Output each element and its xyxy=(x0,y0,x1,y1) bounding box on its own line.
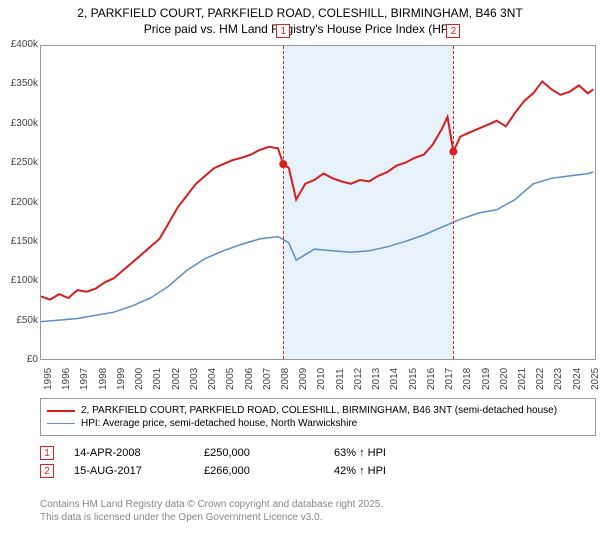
x-tick-label: 2018 xyxy=(462,368,467,390)
x-tick-label: 2023 xyxy=(553,368,558,390)
x-tick-label: 2022 xyxy=(535,368,540,390)
y-tick-label: £350k xyxy=(0,78,38,89)
sale-marker-box: 1 xyxy=(276,24,290,38)
x-tick-label: 2016 xyxy=(426,368,431,390)
legend-text: HPI: Average price, semi-detached house,… xyxy=(81,418,357,429)
y-tick-label: £150k xyxy=(0,236,38,247)
x-tick-label: 2013 xyxy=(371,368,376,390)
sale-marker-box: 2 xyxy=(446,24,460,38)
sale-marker-box: 2 xyxy=(40,464,54,478)
x-tick-label: 1996 xyxy=(61,368,66,390)
x-tick-label: 2019 xyxy=(481,368,486,390)
sales-table: 1 14-APR-2008£250,00063% ↑ HPI 2 15-AUG-201… xyxy=(40,442,464,482)
y-tick-label: £200k xyxy=(0,197,38,208)
x-tick-label: 1995 xyxy=(43,368,48,390)
sale-delta: 63% ↑ HPI xyxy=(334,447,464,459)
x-tick-label: 2017 xyxy=(444,368,449,390)
footer-line1: Contains HM Land Registry data © Crown c… xyxy=(40,498,383,511)
y-tick-label: £100k xyxy=(0,275,38,286)
chart-legend: 2, PARKFIELD COURT, PARKFIELD ROAD, COLE… xyxy=(40,398,596,436)
x-tick-label: 2000 xyxy=(134,368,139,390)
x-tick-label: 1999 xyxy=(116,368,121,390)
sale-vline xyxy=(453,46,454,359)
footer-line2: This data is licensed under the Open Gov… xyxy=(40,511,383,524)
x-tick-label: 2008 xyxy=(280,368,285,390)
x-tick-label: 2020 xyxy=(499,368,504,390)
sale-marker-box: 1 xyxy=(40,446,54,460)
legend-swatch xyxy=(47,410,75,412)
chart-title-line2: Price paid vs. HM Land Registry's House … xyxy=(0,22,600,40)
plot-region: 12 xyxy=(40,45,596,360)
x-tick-label: 2024 xyxy=(572,368,577,390)
sale-price: £250,000 xyxy=(204,447,334,459)
x-tick-label: 2010 xyxy=(316,368,321,390)
y-tick-label: £400k xyxy=(0,39,38,50)
sale-price: £266,000 xyxy=(204,465,334,477)
sale-vline xyxy=(283,46,284,359)
x-tick-label: 2009 xyxy=(298,368,303,390)
chart-title-line1: 2, PARKFIELD COURT, PARKFIELD ROAD, COLE… xyxy=(0,0,600,22)
legend-row: HPI: Average price, semi-detached house,… xyxy=(47,418,589,429)
sale-delta: 42% ↑ HPI xyxy=(334,465,464,477)
x-tick-label: 2004 xyxy=(207,368,212,390)
legend-row: 2, PARKFIELD COURT, PARKFIELD ROAD, COLE… xyxy=(47,405,589,416)
x-tick-label: 2021 xyxy=(517,368,522,390)
table-row: 1 14-APR-2008£250,00063% ↑ HPI xyxy=(40,446,464,460)
x-tick-label: 1998 xyxy=(98,368,103,390)
plot-svg xyxy=(41,46,597,361)
table-row: 2 15-AUG-2017£266,00042% ↑ HPI xyxy=(40,464,464,478)
sale-date: 14-APR-2008 xyxy=(74,447,204,459)
legend-text: 2, PARKFIELD COURT, PARKFIELD ROAD, COLE… xyxy=(81,405,557,416)
x-tick-label: 2011 xyxy=(335,368,340,390)
x-tick-label: 2012 xyxy=(353,368,358,390)
x-tick-label: 1997 xyxy=(79,368,84,390)
series-line xyxy=(41,172,593,322)
y-tick-label: £250k xyxy=(0,157,38,168)
x-tick-label: 2005 xyxy=(225,368,230,390)
x-tick-label: 2014 xyxy=(389,368,394,390)
series-line xyxy=(41,81,593,299)
y-tick-label: £300k xyxy=(0,118,38,129)
y-tick-label: £0 xyxy=(0,354,38,365)
legend-swatch xyxy=(47,423,75,425)
sale-date: 15-AUG-2017 xyxy=(74,465,204,477)
x-tick-label: 2003 xyxy=(189,368,194,390)
x-tick-label: 2002 xyxy=(171,368,176,390)
x-tick-label: 2006 xyxy=(244,368,249,390)
chart-area: £0 £50k £100k £150k £200k £250k £300k £350k £400… xyxy=(0,40,600,395)
attribution-footer: Contains HM Land Registry data © Crown c… xyxy=(40,498,383,524)
x-tick-label: 2015 xyxy=(408,368,413,390)
x-tick-label: 2025 xyxy=(590,368,595,390)
y-tick-label: £50k xyxy=(0,315,38,326)
x-tick-label: 2001 xyxy=(152,368,157,390)
x-tick-label: 2007 xyxy=(262,368,267,390)
